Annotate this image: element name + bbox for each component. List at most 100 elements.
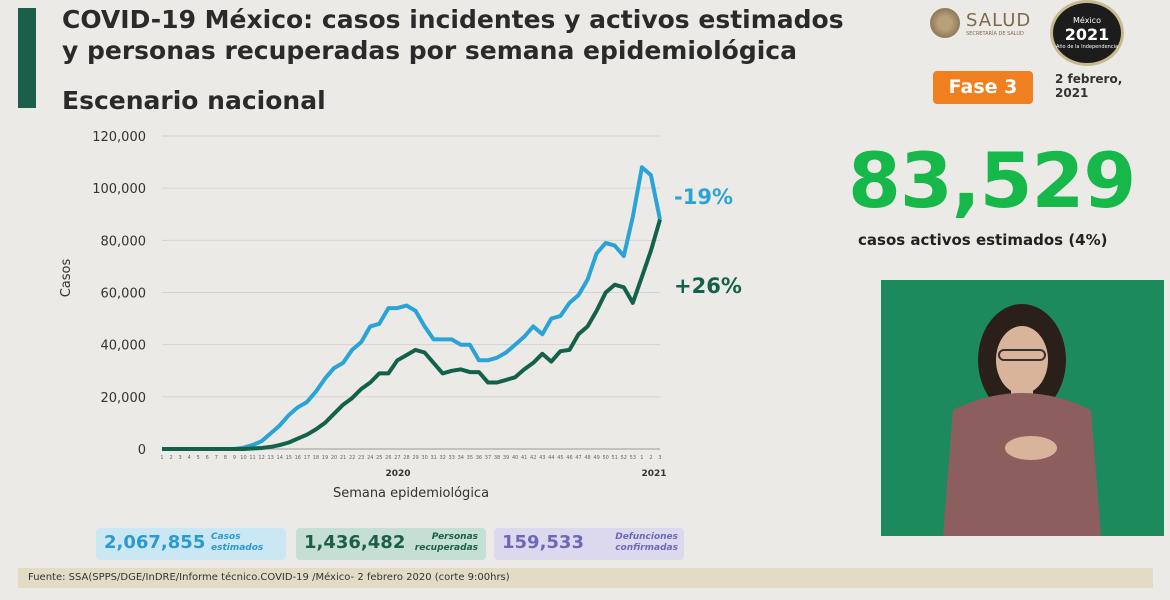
- seal-top-text: México: [1073, 16, 1101, 25]
- page-title: COVID-19 México: casos incidentes y acti…: [62, 5, 844, 65]
- x-tick-label: 37: [485, 455, 491, 461]
- y-axis-label: Casos: [59, 259, 74, 298]
- stat-value: 159,533: [502, 532, 584, 553]
- x-tick-label: 52: [621, 455, 627, 461]
- x-tick-label: 31: [430, 455, 436, 461]
- x-tick-label: 3: [658, 455, 661, 461]
- stat-deaths: 159,533 Defunciones confirmadas: [494, 528, 684, 560]
- stat-recovered: 1,436,482 Personas recuperadas: [296, 528, 486, 560]
- x-tick-label: 14: [277, 455, 283, 461]
- y-tick-label: 0: [138, 443, 146, 458]
- x-tick-label: 23: [358, 455, 364, 461]
- x-tick-label: 45: [557, 455, 563, 461]
- x-tick-label: 50: [602, 455, 608, 461]
- phase-badge: Fase 3: [933, 71, 1033, 104]
- stat-value: 2,067,855: [104, 532, 206, 553]
- report-date: 2 febrero, 2021: [1055, 72, 1123, 100]
- x-tick-label: 53: [630, 455, 636, 461]
- x-tick-label: 28: [403, 455, 409, 461]
- x-tick-label: 34: [458, 455, 464, 461]
- mexico-2021-seal: México 2021 Año de la Independencia: [1050, 0, 1124, 66]
- salud-logo-text: SALUD: [966, 10, 1032, 31]
- x-tick-label: 18: [313, 455, 319, 461]
- active-cases-value: 83,529: [848, 136, 1136, 225]
- x-tick-label: 40: [512, 455, 518, 461]
- x-tick-label: 41: [521, 455, 527, 461]
- source-footer: Fuente: SSA(SPPS/DGE/InDRE/Informe técni…: [18, 568, 1153, 588]
- series-line-recovered: [162, 218, 662, 451]
- x-tick-label: 47: [575, 455, 581, 461]
- chart-series: [162, 165, 662, 451]
- x-tick-label: 32: [440, 455, 446, 461]
- salud-logo-subtext: SECRETARÍA DE SALUD: [966, 31, 1024, 37]
- seal-year: 2021: [1064, 25, 1110, 44]
- x-tick-label: 6: [206, 455, 209, 461]
- x-tick-label: 36: [476, 455, 482, 461]
- x-tick-label: 7: [215, 455, 218, 461]
- y-tick-labels: 0 20,000 40,000 60,000 80,000 100,000 120,000: [92, 130, 146, 458]
- x-tick-label: 22: [349, 455, 355, 461]
- x-tick-label: 29: [412, 455, 418, 461]
- x-tick-label: 1: [160, 455, 163, 461]
- line-chart: 020,00040,00060,00080,000100,000120,000 …: [59, 130, 742, 501]
- x-tick-label: 16: [295, 455, 301, 461]
- y-tick-label: 20,000: [101, 391, 147, 406]
- x-tick-label: 5: [197, 455, 200, 461]
- x-tick-label: 27: [394, 455, 400, 461]
- x-tick-label: 2: [649, 455, 652, 461]
- x-tick-label: 33: [449, 455, 455, 461]
- year-label-2020: 2020: [385, 469, 410, 479]
- x-tick-label: 24: [367, 455, 373, 461]
- seal-bottom-text: Año de la Independencia: [1055, 44, 1119, 50]
- y-tick-label: 120,000: [92, 130, 146, 145]
- y-tick-label: 100,000: [92, 182, 146, 197]
- x-tick-label: 19: [322, 455, 328, 461]
- annotation-green: +26%: [674, 274, 742, 298]
- interpreter-figure: [943, 304, 1101, 536]
- x-tick-label: 9: [233, 455, 236, 461]
- series-line-estimated-cases: [162, 165, 662, 451]
- sign-language-interpreter-video: [881, 280, 1164, 536]
- stat-label: Casos estimados: [211, 532, 264, 553]
- x-tick-label: 13: [267, 455, 273, 461]
- x-tick-label: 51: [612, 455, 618, 461]
- x-tick-label: 38: [494, 455, 500, 461]
- x-tick-label: 44: [548, 455, 554, 461]
- active-cases-caption: casos activos estimados (4%): [858, 231, 1108, 249]
- chart-gridlines: [162, 135, 660, 450]
- x-tick-label: 49: [593, 455, 599, 461]
- x-tick-label: 26: [385, 455, 391, 461]
- annotation-blue: -19%: [674, 185, 733, 209]
- x-axis-label: Semana epidemiológica: [333, 486, 489, 501]
- salud-logo: SALUD SECRETARÍA DE SALUD: [930, 6, 1040, 42]
- x-tick-label: 3: [179, 455, 182, 461]
- accent-bar: [18, 8, 36, 108]
- x-tick-label: 35: [467, 455, 473, 461]
- x-tick-label: 15: [286, 455, 292, 461]
- year-label-2021: 2021: [641, 469, 666, 479]
- x-tick-label: 42: [530, 455, 536, 461]
- y-tick-label: 60,000: [101, 287, 147, 302]
- stat-estimated-cases: 2,067,855 Casos estimados: [96, 528, 286, 560]
- x-tick-label: 21: [340, 455, 346, 461]
- stat-label: Personas recuperadas: [414, 532, 478, 553]
- x-tick-label: 17: [304, 455, 310, 461]
- stat-value: 1,436,482: [304, 532, 406, 553]
- x-tick-label: 8: [224, 455, 227, 461]
- x-tick-label: 20: [331, 455, 337, 461]
- x-tick-label: 30: [421, 455, 427, 461]
- x-tick-label: 1: [640, 455, 643, 461]
- stat-label: Defunciones confirmadas: [615, 532, 678, 553]
- crest-icon: [930, 8, 960, 38]
- x-tick-labels: 1 2 3 4 5 6 7 8 9 10 11 12 13 14 15 16 17 18 19 20 21 22 23 24 2…: [160, 455, 661, 461]
- x-tick-label: 39: [503, 455, 509, 461]
- y-tick-label: 80,000: [101, 234, 147, 249]
- x-tick-label: 4: [188, 455, 191, 461]
- page-subtitle: Escenario nacional: [62, 86, 326, 115]
- x-tick-label: 43: [539, 455, 545, 461]
- x-tick-label: 46: [566, 455, 572, 461]
- x-tick-label: 12: [258, 455, 264, 461]
- x-tick-label: 2: [169, 455, 172, 461]
- x-tick-label: 10: [240, 455, 246, 461]
- y-tick-label: 40,000: [101, 339, 147, 354]
